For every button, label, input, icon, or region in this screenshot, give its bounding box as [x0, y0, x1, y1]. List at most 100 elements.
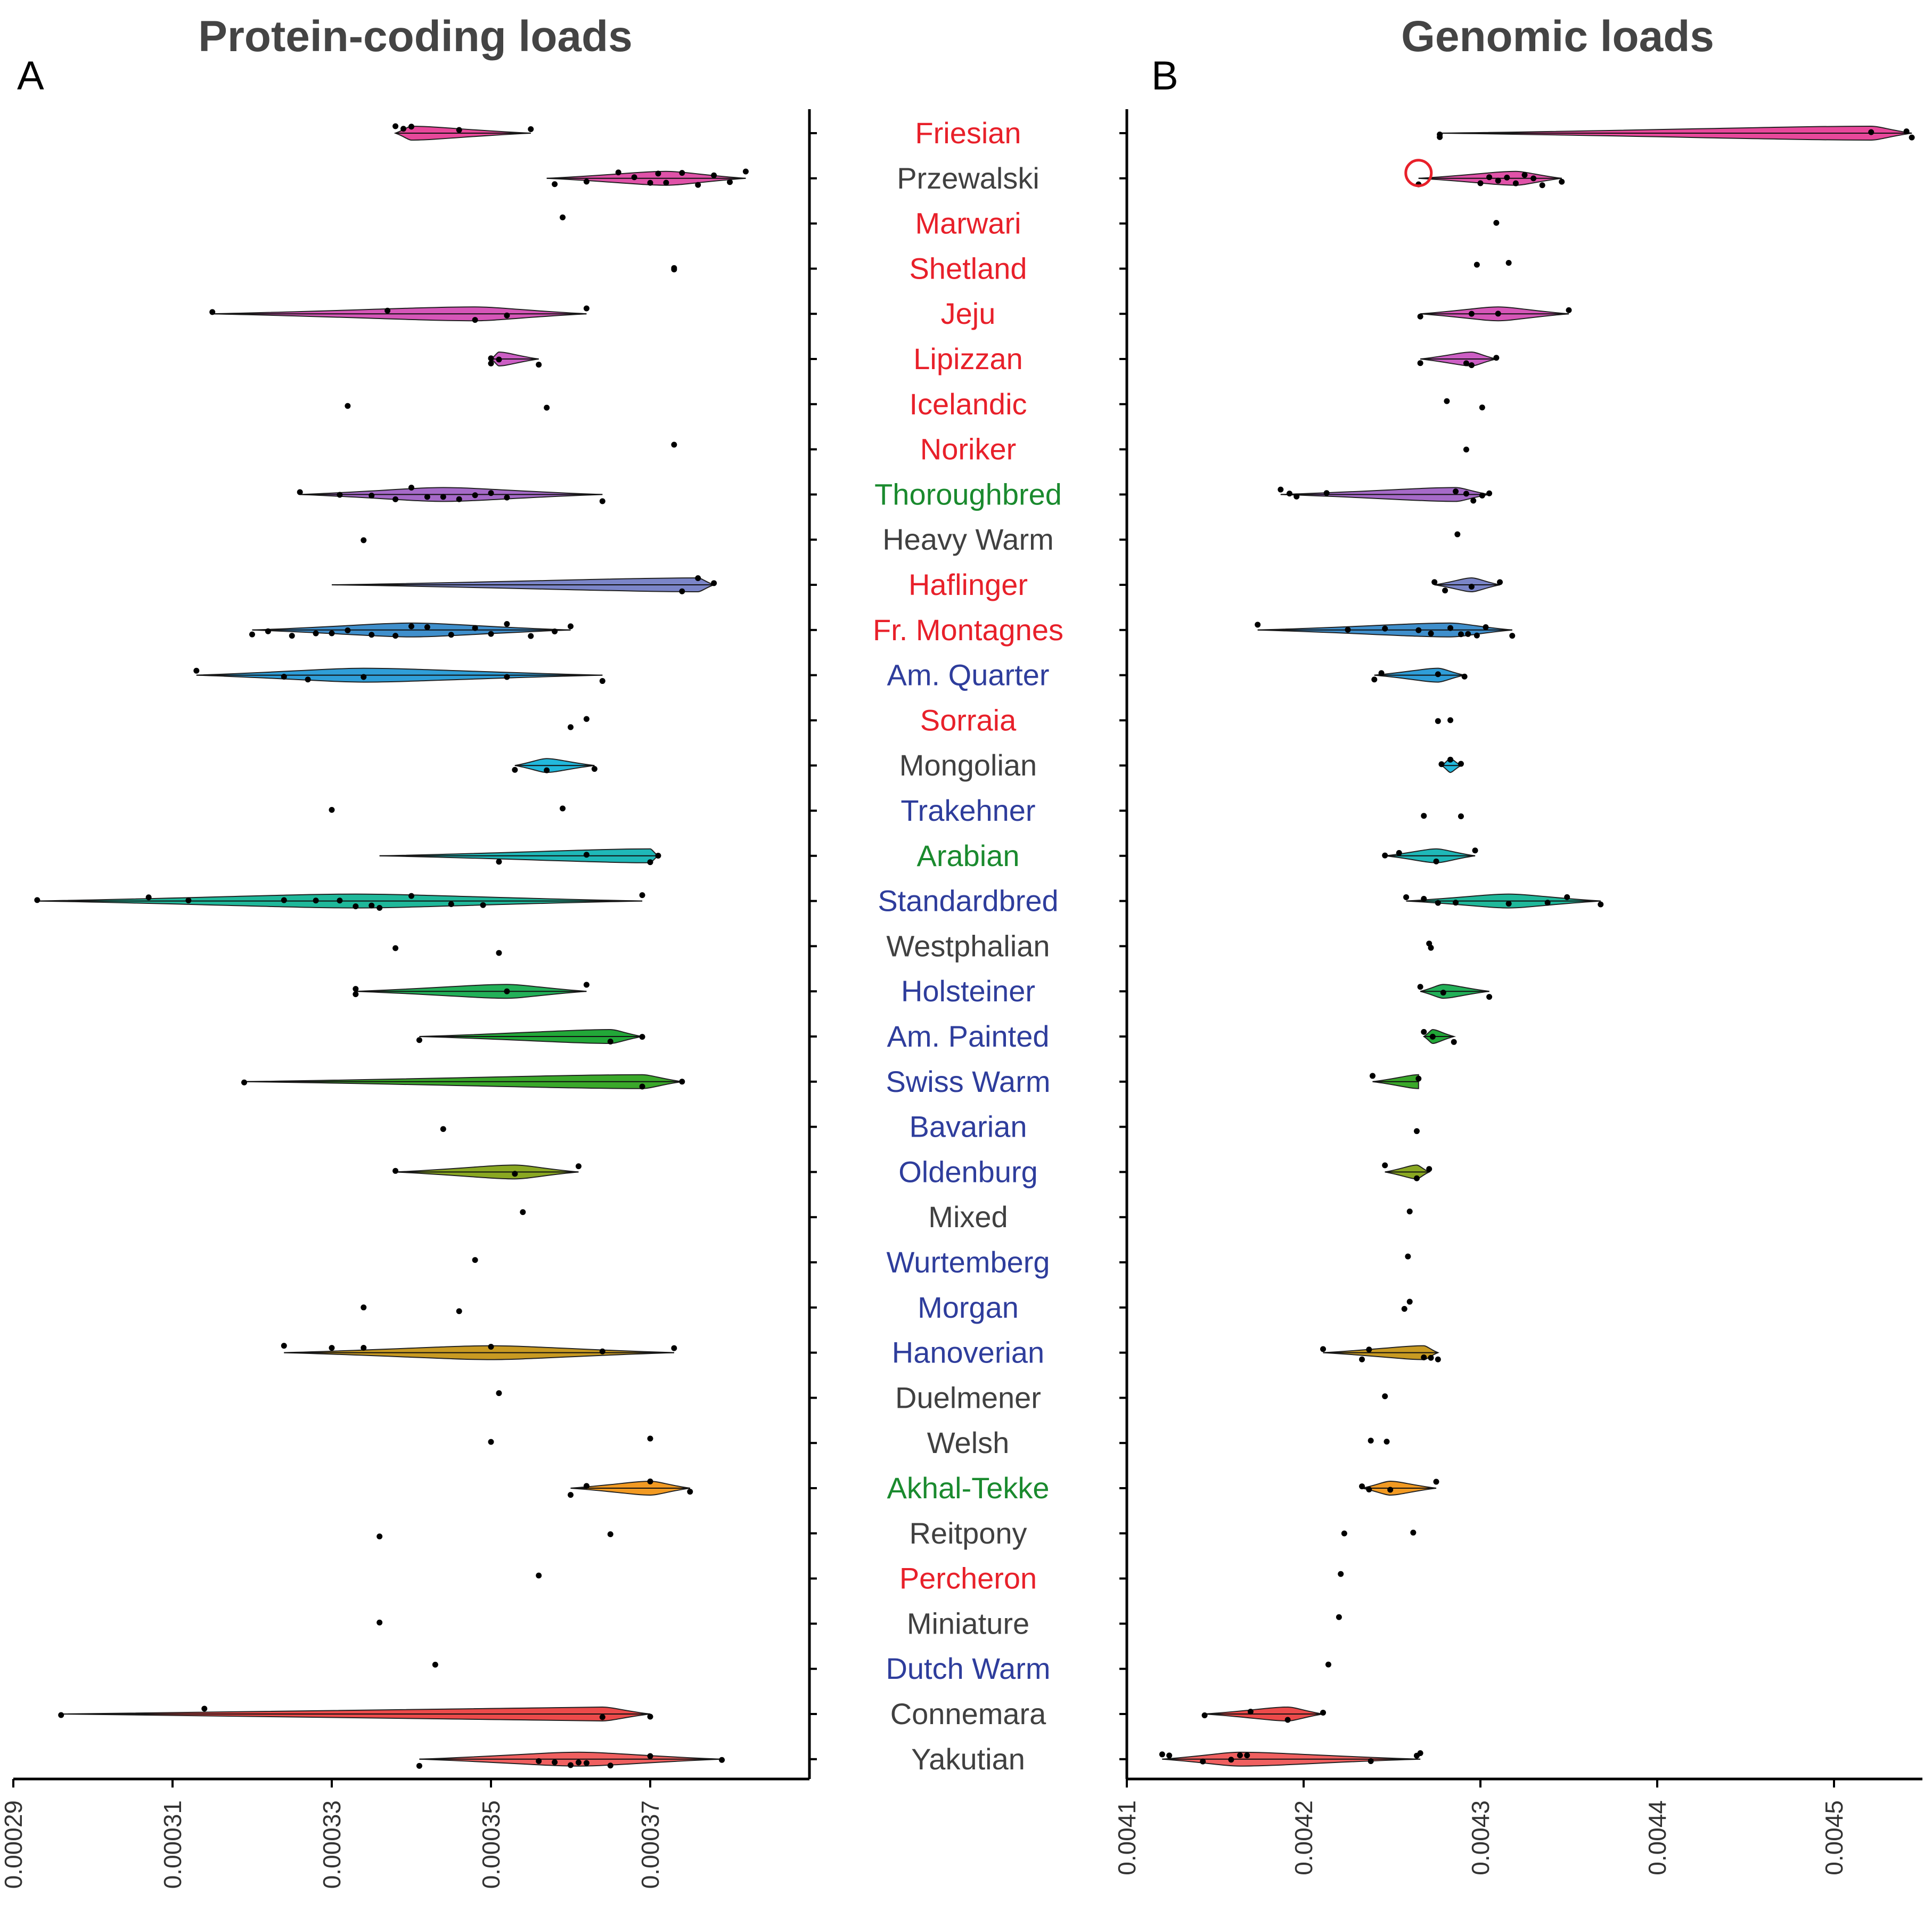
- data-point: [1486, 174, 1493, 181]
- data-point: [679, 588, 685, 594]
- data-point: [424, 624, 430, 630]
- data-point: [1228, 1757, 1234, 1763]
- breed-label: Morgan: [918, 1291, 1019, 1324]
- data-point: [528, 633, 534, 639]
- series-standardbred: [34, 892, 645, 911]
- data-point: [536, 362, 542, 368]
- data-point: [671, 1345, 677, 1351]
- data-point: [560, 805, 566, 812]
- data-point: [631, 174, 637, 181]
- data-point: [369, 632, 375, 638]
- data-point: [552, 628, 558, 634]
- data-point: [1472, 847, 1478, 854]
- data-point: [1473, 262, 1480, 268]
- data-point: [583, 1760, 590, 1766]
- breed-label: Standardbred: [878, 884, 1058, 918]
- data-point: [448, 632, 454, 638]
- data-point: [599, 678, 605, 684]
- data-point: [456, 1308, 462, 1315]
- series-bavarian: [440, 1126, 446, 1132]
- data-point: [1442, 587, 1448, 594]
- data-point: [440, 494, 446, 500]
- x-tick-label: 0.0045: [1820, 1800, 1848, 1875]
- series-jeju: [209, 305, 590, 323]
- series-sorraia: [1435, 717, 1454, 724]
- data-point: [369, 492, 375, 499]
- x-tick-label: 0.00035: [477, 1800, 505, 1889]
- data-point: [1505, 259, 1512, 266]
- breed-label: Icelandic: [909, 387, 1027, 421]
- breed-label: Westphalian: [886, 929, 1050, 962]
- data-point: [1468, 311, 1475, 317]
- data-point: [679, 1079, 685, 1085]
- data-point: [1465, 631, 1471, 637]
- data-point: [488, 631, 494, 637]
- series-dutch-warm: [432, 1661, 438, 1668]
- series-trakehner: [1421, 813, 1464, 820]
- breed-label: Holsteiner: [901, 974, 1035, 1008]
- data-point: [575, 1759, 582, 1766]
- data-point: [361, 1304, 367, 1311]
- data-point: [615, 169, 621, 176]
- data-point: [1564, 894, 1570, 900]
- series-marwari: [560, 214, 566, 221]
- data-point: [1468, 362, 1475, 369]
- data-point: [1486, 490, 1493, 496]
- breed-label: Noriker: [920, 432, 1016, 466]
- data-point: [329, 806, 335, 813]
- data-point: [305, 676, 311, 683]
- data-point: [655, 853, 661, 859]
- data-point: [671, 265, 677, 271]
- data-point: [1453, 900, 1459, 906]
- breed-label: Haflinger: [908, 568, 1028, 601]
- data-point: [1336, 1614, 1342, 1620]
- data-point: [1493, 219, 1500, 226]
- series-percheron: [1338, 1571, 1344, 1577]
- x-tick-label: 0.00037: [636, 1800, 664, 1889]
- data-point: [1468, 584, 1475, 590]
- breed-label: Thoroughbred: [874, 477, 1062, 511]
- data-point: [1421, 1029, 1427, 1035]
- data-point: [1435, 671, 1441, 678]
- data-point: [1454, 531, 1461, 537]
- data-point: [329, 1345, 335, 1351]
- data-point: [416, 1037, 422, 1043]
- data-point: [679, 170, 685, 176]
- series-bavarian: [1413, 1128, 1420, 1135]
- data-point: [369, 902, 375, 909]
- series-reitpony: [376, 1531, 613, 1540]
- data-point: [591, 766, 597, 772]
- data-point: [695, 182, 701, 188]
- data-point: [647, 1435, 653, 1442]
- data-point: [1433, 1479, 1439, 1485]
- data-point: [392, 123, 399, 129]
- series-hanoverian: [1320, 1345, 1441, 1362]
- series-duelmener: [1382, 1393, 1388, 1399]
- data-point: [392, 1168, 399, 1174]
- data-point: [1410, 1529, 1417, 1536]
- data-point: [1463, 360, 1469, 366]
- data-point: [647, 1753, 653, 1759]
- data-point: [337, 897, 343, 904]
- data-point: [1435, 718, 1441, 724]
- series-mongolian: [1438, 756, 1464, 773]
- data-point: [1566, 307, 1572, 313]
- data-point: [289, 633, 295, 639]
- x-tick-label: 0.00031: [159, 1800, 186, 1889]
- data-point: [1429, 1033, 1436, 1040]
- data-point: [488, 355, 494, 362]
- x-tick-label: 0.0044: [1643, 1800, 1671, 1875]
- series-percheron: [536, 1572, 542, 1579]
- data-point: [488, 490, 494, 496]
- data-point: [1286, 491, 1292, 497]
- series-welsh: [488, 1435, 653, 1445]
- data-point: [583, 178, 590, 185]
- data-point: [361, 537, 367, 543]
- series-yakutian: [416, 1751, 725, 1769]
- data-point: [1421, 895, 1427, 902]
- data-point: [408, 124, 414, 130]
- data-point: [504, 674, 510, 680]
- series-hanoverian: [281, 1343, 677, 1360]
- data-point: [34, 897, 40, 903]
